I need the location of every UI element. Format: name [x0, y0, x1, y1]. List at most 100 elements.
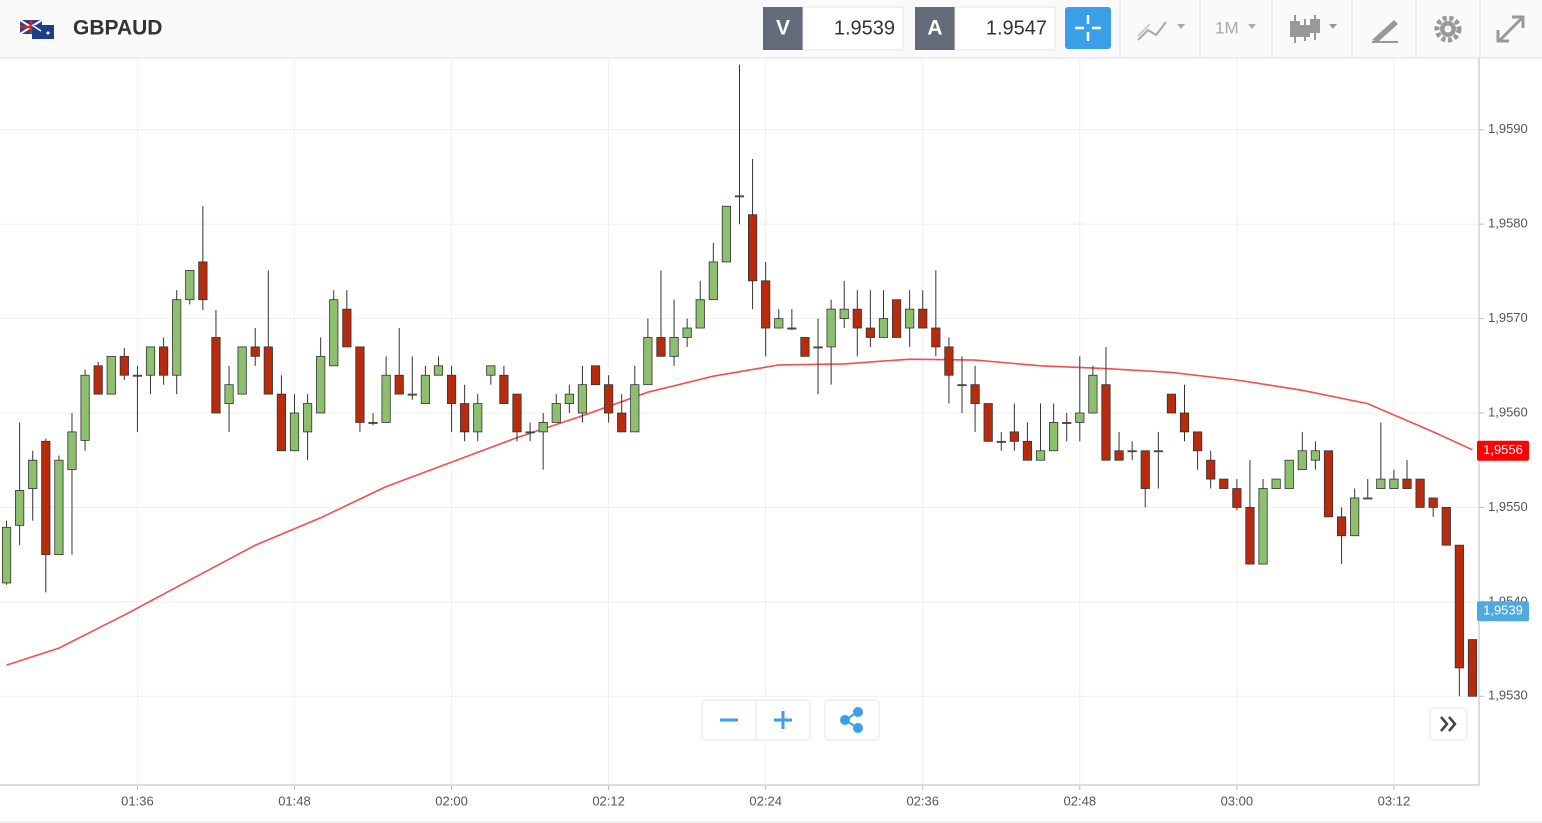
price-tag: [1477, 440, 1529, 461]
candle-body: [682, 327, 692, 338]
candle-body: [931, 327, 941, 348]
fullscreen-button[interactable]: [1496, 15, 1525, 43]
candle-body: [499, 374, 509, 404]
candle-body: [250, 346, 260, 357]
timeframe-button[interactable]: 1M: [1215, 18, 1239, 37]
candle-body: [316, 355, 326, 414]
candle-body: [1258, 488, 1268, 565]
chart-type-button[interactable]: [1290, 15, 1337, 43]
candle-body: [119, 355, 129, 376]
candle-body: [1350, 497, 1360, 537]
candle-body: [708, 261, 718, 301]
price-tag-label: 1,9556: [1483, 442, 1523, 457]
y-tick-label: 1,9580: [1488, 216, 1528, 231]
candle-body: [198, 261, 208, 301]
candle-body: [512, 393, 522, 433]
candle-body: [1389, 478, 1399, 489]
y-tick-label: 1,9550: [1488, 499, 1528, 514]
candle-body: [970, 384, 980, 404]
draw-button[interactable]: [1372, 20, 1398, 43]
candle-body: [761, 280, 771, 329]
candle-body: [368, 422, 378, 424]
candle-body: [41, 440, 51, 556]
candle-body: [420, 374, 430, 404]
candle-body: [865, 327, 875, 338]
candle-body: [289, 412, 300, 452]
candle-body: [695, 299, 705, 329]
candle-body: [1166, 393, 1177, 414]
candle-body: [1062, 422, 1072, 424]
candle-body: [1310, 450, 1320, 461]
candle-body: [944, 346, 954, 376]
price-tag: [1477, 601, 1529, 622]
share-button[interactable]: [840, 707, 863, 733]
candle-body: [1179, 412, 1190, 433]
candle-body: [407, 393, 417, 396]
candle-body: [774, 318, 784, 329]
candle-body: [211, 337, 221, 414]
candle-body: [630, 384, 640, 433]
crosshair-button[interactable]: [1065, 7, 1111, 49]
candle-body: [800, 337, 810, 357]
scroll-end-button[interactable]: [1429, 707, 1468, 741]
candle-body: [918, 308, 928, 329]
candle-body: [1049, 422, 1059, 452]
toolbar-separators: [1119, 0, 1481, 58]
candle-body: [604, 384, 614, 414]
candle-body: [617, 412, 627, 433]
x-tick-label: 02:48: [1064, 793, 1097, 808]
candle-body: [224, 384, 234, 404]
candle-body: [826, 308, 836, 348]
candle-body: [1271, 478, 1281, 489]
candle-body: [1441, 507, 1451, 546]
candle-body: [1206, 459, 1216, 480]
x-tick-label: 03:12: [1378, 793, 1411, 808]
candle-body: [813, 346, 823, 349]
candle-body: [1428, 497, 1438, 508]
candle-body: [1035, 450, 1046, 461]
candle-body: [54, 459, 64, 556]
candle-body: [643, 337, 653, 386]
candle-body: [1336, 516, 1347, 537]
candle-body: [1467, 639, 1478, 697]
y-tick-label: 1,9570: [1488, 310, 1528, 325]
candle-body: [381, 374, 391, 423]
candle-body: [957, 384, 967, 387]
candle-body: [172, 299, 182, 376]
candle-body: [590, 365, 601, 386]
candle-body: [669, 337, 679, 357]
candle-body: [734, 195, 745, 198]
candle-body: [1088, 374, 1098, 414]
candle-body: [787, 327, 797, 330]
candle-body: [237, 346, 247, 395]
candle-body: [276, 393, 286, 452]
ask-label: A: [927, 17, 942, 40]
candle-body: [67, 431, 77, 471]
candle-body: [342, 308, 352, 348]
candle-body: [486, 365, 496, 376]
candle-body: [1454, 544, 1464, 669]
candle-body: [159, 346, 169, 376]
candle-body: [564, 393, 574, 404]
candle-body: [145, 346, 156, 376]
candle-body: [329, 299, 339, 367]
x-tick-label: 02:00: [435, 793, 468, 808]
bid-box: [802, 6, 904, 51]
settings-button[interactable]: [1434, 15, 1462, 43]
candle-body: [1127, 450, 1137, 453]
candle-body: [1009, 431, 1019, 442]
indicator-button[interactable]: [1137, 21, 1185, 41]
zoom-in-button[interactable]: [774, 711, 792, 729]
candle-body: [185, 270, 195, 301]
y-tick-label: 1,9590: [1488, 121, 1528, 136]
y-tick-label: 1,9560: [1488, 404, 1528, 419]
ask-box: [954, 6, 1056, 51]
price-tag-label: 1,9539: [1483, 603, 1523, 618]
candle-body: [302, 403, 313, 433]
candle-body: [748, 214, 758, 282]
candle-body: [1075, 412, 1085, 423]
candle-body: [263, 346, 273, 395]
candle-body: [983, 403, 993, 442]
